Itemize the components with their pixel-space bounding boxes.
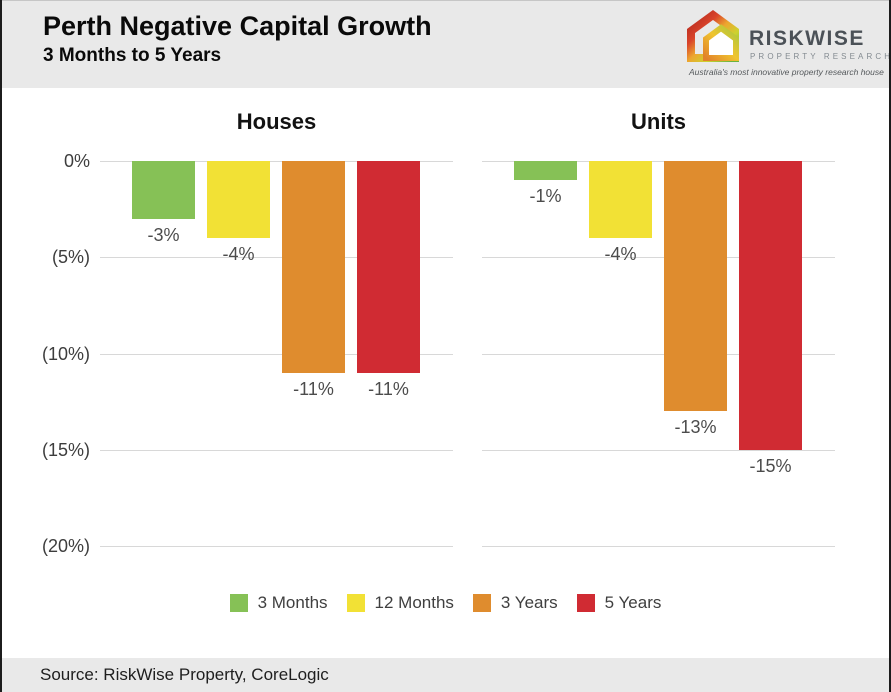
bar-units-3-months: [514, 161, 577, 180]
houses-panel-title: Houses: [236, 109, 317, 134]
gridline: [100, 354, 453, 355]
gridline: [100, 546, 453, 547]
footer: Source: RiskWise Property, CoreLogic: [0, 658, 891, 692]
riskwise-logo: RISKWISE PROPERTY RESEARCH Australia's m…: [683, 6, 890, 84]
legend-swatch-icon: [472, 594, 491, 612]
y-tick-label: (10%): [41, 344, 90, 364]
gridline: [100, 161, 453, 162]
legend-item-3-years: 3 Years: [472, 593, 558, 613]
gridline: [100, 450, 453, 451]
y-tick-label: 0%: [63, 151, 90, 171]
gridline: [482, 161, 835, 162]
bar-units-12-months: [589, 161, 652, 238]
y-tick-label: (15%): [41, 440, 90, 460]
gradient-house-icon: [687, 10, 739, 62]
legend-swatch-icon: [346, 594, 365, 612]
legend-label: 3 Years: [500, 593, 558, 612]
legend-swatch-icon: [229, 594, 248, 612]
bar-value-label: -4%: [222, 244, 255, 264]
legend-item-5-years: 5 Years: [576, 593, 662, 613]
bar-value-label: -11%: [368, 379, 409, 399]
logo-brand-text: RISKWISE: [749, 27, 865, 50]
bar-houses-3-years: [282, 161, 345, 373]
bar-houses-5-years: [357, 161, 420, 373]
y-tick-label: (20%): [41, 536, 90, 556]
legend-swatch-icon: [576, 594, 595, 612]
gridline: [482, 354, 835, 355]
bar-value-label: -1%: [529, 186, 562, 206]
legend-item-3-months: 3 Months: [229, 593, 328, 613]
legend-label: 5 Years: [604, 593, 662, 612]
page-title: Perth Negative Capital Growth: [43, 11, 432, 41]
legend-label: 3 Months: [257, 593, 328, 612]
frame-top-edge: [0, 0, 891, 1]
bar-houses-3-months: [132, 161, 195, 219]
logo-tagline: Australia's most innovative property res…: [689, 67, 884, 77]
gridline: [100, 257, 453, 258]
units-panel-title: Units: [631, 109, 686, 134]
source-text: Source: RiskWise Property, CoreLogic: [40, 665, 329, 684]
bar-value-label: -11%: [293, 379, 334, 399]
bar-value-label: -13%: [674, 417, 717, 437]
bar-units-3-years: [664, 161, 727, 411]
houses-panel: -3% -4% -11% -11%: [100, 161, 453, 547]
y-tick-label: (5%): [51, 247, 90, 267]
gridline: [482, 546, 835, 547]
logo-brand-subtext: PROPERTY RESEARCH: [750, 52, 891, 61]
frame-right-edge: [889, 0, 891, 692]
frame-left-edge: [0, 0, 2, 692]
page-subtitle: 3 Months to 5 Years: [43, 45, 222, 66]
legend-item-12-months: 12 Months: [346, 593, 454, 613]
bar-value-label: -3%: [147, 225, 180, 245]
gridline: [482, 257, 835, 258]
header: Perth Negative Capital Growth 3 Months t…: [0, 0, 891, 88]
units-panel: -1% -4% -13% -15%: [482, 161, 835, 547]
legend: 3 Months 12 Months 3 Years 5 Years: [0, 593, 891, 613]
legend-label: 12 Months: [374, 593, 454, 612]
bar-value-label: -15%: [749, 456, 792, 476]
gridline: [482, 450, 835, 451]
bar-houses-12-months: [207, 161, 270, 238]
bar-units-5-years: [739, 161, 802, 450]
bar-value-label: -4%: [604, 244, 637, 264]
